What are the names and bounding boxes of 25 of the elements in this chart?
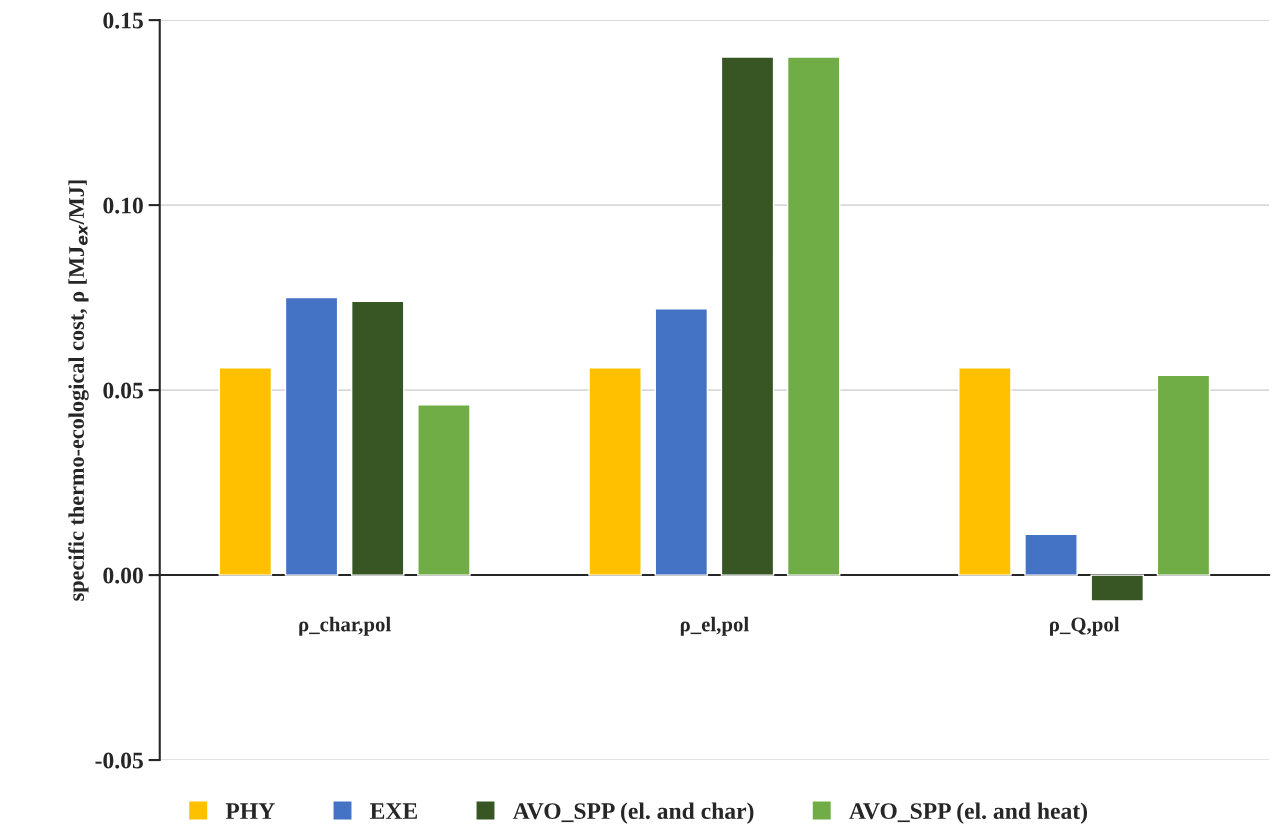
bar xyxy=(786,56,841,576)
legend-label: AVO_SPP (el. and heat) xyxy=(849,802,1087,824)
bar xyxy=(1090,574,1145,602)
bar xyxy=(417,404,471,576)
y-tick-label: 0.10 xyxy=(103,197,143,214)
bar xyxy=(654,307,709,576)
x-tick-label: ρ_el,pol xyxy=(680,616,749,636)
y-axis-title: specific thermo-ecological cost, ρ [MJ$_{ex}$/MJ] xyxy=(68,180,89,601)
legend-label: EXE xyxy=(370,803,417,819)
bar xyxy=(284,296,339,576)
bar xyxy=(958,367,1012,576)
bar xyxy=(720,56,775,576)
bar xyxy=(218,367,273,576)
legend-label: PHY xyxy=(225,803,275,819)
legend-label: AVO_SPP (el. and char) xyxy=(512,802,754,824)
y-tick-label: 0.15 xyxy=(103,12,143,29)
bar xyxy=(350,300,405,576)
bar xyxy=(1156,374,1211,576)
y-tick-label: 0.00 xyxy=(103,567,143,584)
y-tick-label: 0.05 xyxy=(103,382,143,399)
bar xyxy=(588,367,642,576)
bar xyxy=(1024,533,1078,576)
x-tick-label: ρ_Q,pol xyxy=(1050,616,1120,636)
y-tick-label: -0.05 xyxy=(95,752,143,769)
x-tick-label: ρ_char,pol xyxy=(299,616,391,636)
